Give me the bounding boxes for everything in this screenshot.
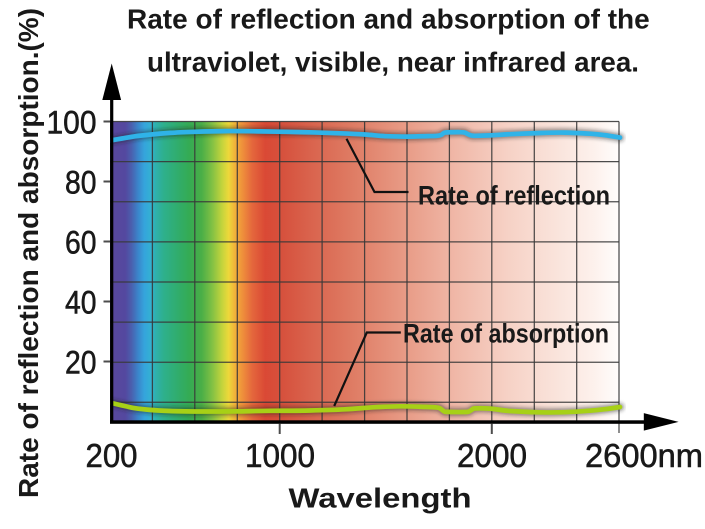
svg-text:Wavelength: Wavelength (289, 483, 472, 514)
svg-text:200: 200 (86, 437, 138, 474)
svg-text:60: 60 (65, 224, 97, 260)
svg-text:100: 100 (47, 104, 97, 140)
svg-text:1000: 1000 (245, 437, 315, 474)
svg-text:Rate of absorption: Rate of absorption (403, 318, 609, 348)
svg-text:2000: 2000 (457, 437, 527, 474)
svg-text:Rate of reflection and absorpt: Rate of reflection and absorption.(%) (13, 8, 44, 498)
svg-text:20: 20 (65, 344, 97, 380)
svg-text:40: 40 (65, 284, 97, 320)
svg-text:80: 80 (65, 164, 97, 200)
svg-text:Rate of reflection and absorpt: Rate of reflection and absorption of the (127, 4, 650, 35)
svg-text:2600nm: 2600nm (585, 437, 703, 474)
svg-text:ultraviolet, visible, near inf: ultraviolet, visible, near infrared area… (147, 47, 639, 78)
svg-text:Rate of reflection: Rate of reflection (418, 180, 610, 210)
